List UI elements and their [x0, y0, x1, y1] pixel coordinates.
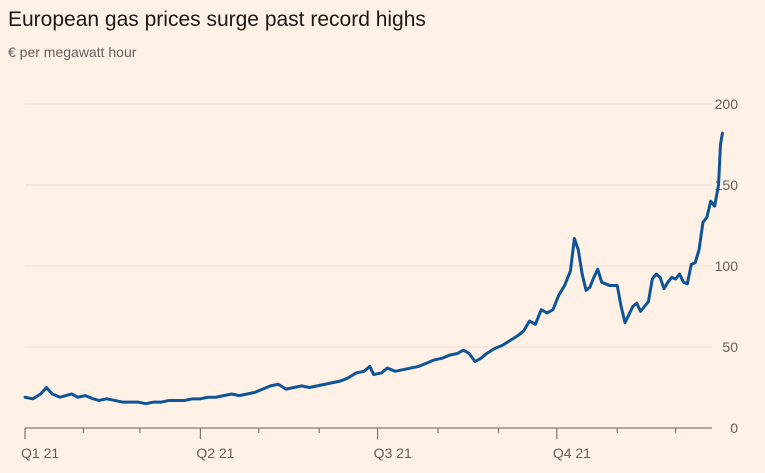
grid-lines	[25, 103, 712, 429]
y-tick-label-150: 150	[715, 177, 739, 193]
y-tick-label-50: 50	[722, 339, 738, 355]
y-tick-label-0: 0	[730, 420, 738, 436]
x-tick-label-q1-21: Q1 21	[21, 445, 59, 461]
x-tick-label-q2-21: Q2 21	[196, 445, 234, 461]
x-tick-label-q3-21: Q3 21	[374, 445, 412, 461]
series-layer	[23, 131, 724, 406]
series-line-0	[23, 131, 724, 406]
x-axis-ticks	[24, 428, 677, 439]
chart-subtitle: € per megawatt hour	[8, 44, 137, 60]
x-axis-tick-labels: Q1 21 Q2 21 Q3 21 Q4 21	[21, 445, 591, 461]
y-axis-tick-labels: 0 50 100 150 200	[715, 96, 739, 436]
y-tick-label-200: 200	[715, 96, 739, 112]
x-tick-label-q4-21: Q4 21	[553, 445, 591, 461]
chart-title: European gas prices surge past record hi…	[8, 8, 426, 31]
y-tick-label-100: 100	[715, 258, 739, 274]
